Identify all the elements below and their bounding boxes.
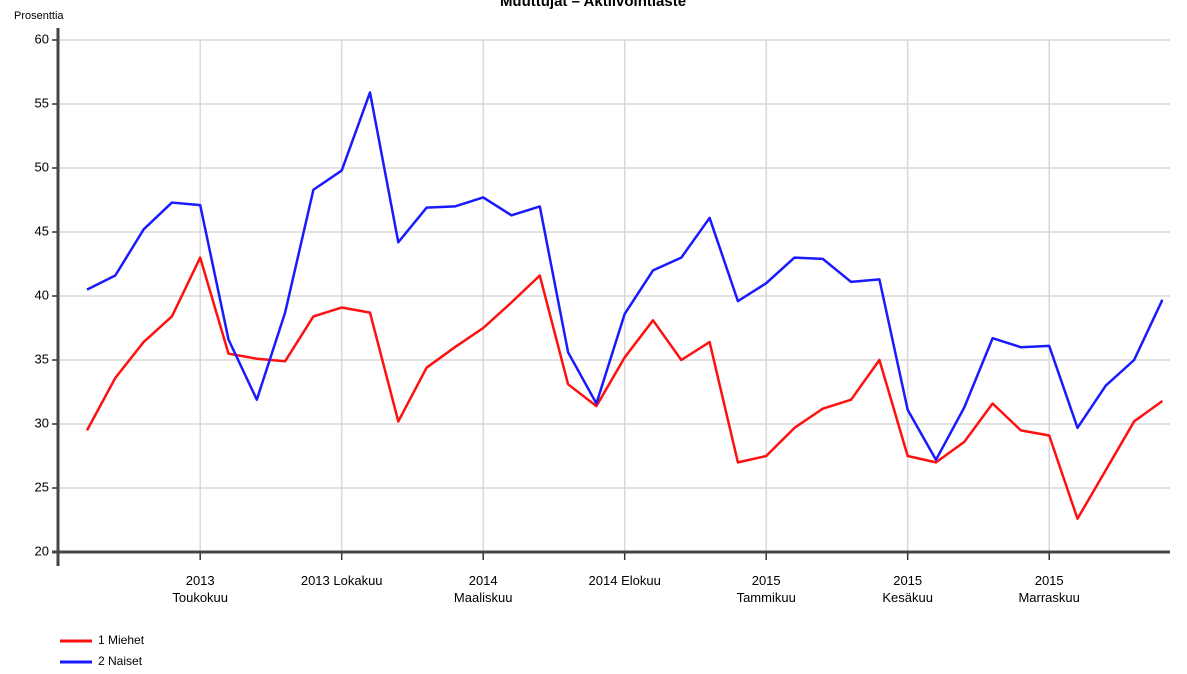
x-tick-label: 2013 Lokakuu	[300, 573, 383, 588]
legend-label: 1 Miehet	[98, 633, 145, 647]
y-tick-label: 55	[35, 95, 49, 110]
legend-label: 2 Naiset	[98, 654, 143, 668]
y-tick-label: 45	[35, 223, 49, 238]
y-tick-label: 40	[35, 287, 49, 302]
y-tick-label: 25	[35, 479, 49, 494]
chart-title: Muuttujat – Aktiivointiaste	[500, 0, 686, 10]
series-line	[86, 91, 1164, 462]
y-axis-label: Prosenttia	[14, 10, 64, 22]
x-tick-label: 2014 Elokuu	[588, 573, 661, 588]
x-tick-label: 2015 Marraskuu	[1018, 573, 1080, 605]
y-tick-label: 30	[35, 415, 49, 430]
y-tick-label: 20	[35, 543, 49, 558]
y-tick-label: 50	[35, 159, 49, 174]
x-tick-label: 2015 Kesäkuu	[882, 573, 933, 605]
x-tick-label: 2015 Tammikuu	[736, 573, 796, 605]
x-tick-label: 2013 Toukokuu	[172, 573, 229, 605]
y-tick-label: 35	[35, 351, 49, 366]
series-line	[85, 256, 1164, 520]
y-tick-label: 60	[35, 31, 49, 46]
x-tick-label: 2014 Maaliskuu	[453, 573, 513, 605]
